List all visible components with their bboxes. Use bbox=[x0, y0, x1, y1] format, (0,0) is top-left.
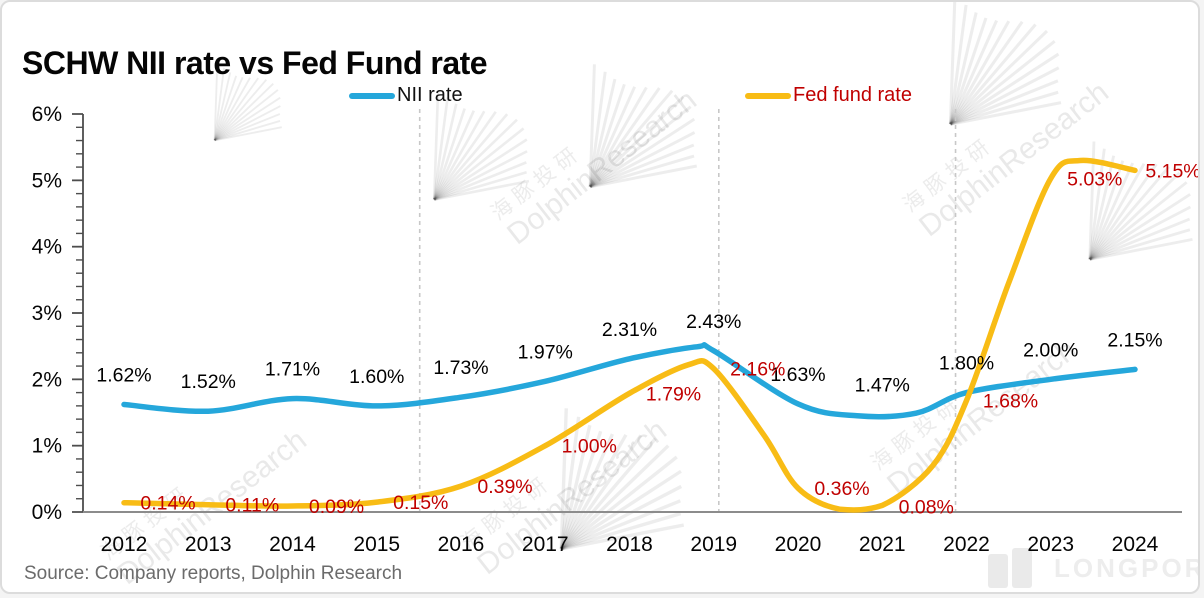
x-tick-label: 2013 bbox=[185, 533, 232, 556]
nii-rate-data-label: 1.80% bbox=[939, 353, 994, 375]
nii-rate-line bbox=[121, 342, 1138, 420]
legend-item-fed-fund-rate: Fed fund rate bbox=[745, 84, 912, 107]
nii-rate-data-label: 2.15% bbox=[1107, 329, 1162, 351]
fed-fund-rate-data-label: 2.16% bbox=[730, 359, 785, 381]
x-tick-label: 2017 bbox=[522, 533, 569, 556]
y-tick-label: 1% bbox=[32, 435, 62, 458]
fed-fund-rate-data-label: 1.68% bbox=[983, 391, 1038, 413]
longport-watermark: LONGPORT bbox=[988, 548, 1198, 588]
x-tick-label: 2018 bbox=[606, 533, 653, 556]
y-tick-label: 3% bbox=[32, 302, 62, 325]
longport-logo-icon bbox=[1012, 548, 1032, 588]
y-tick-label: 6% bbox=[32, 103, 62, 126]
fed-fund-rate-data-label: 0.36% bbox=[814, 478, 869, 500]
chart-title: SCHW NII rate vs Fed Fund rate bbox=[22, 45, 488, 82]
legend-label-nii-rate: NII rate bbox=[397, 84, 463, 106]
fed-fund-rate-data-label: 1.00% bbox=[562, 436, 617, 458]
x-tick-label: 2015 bbox=[353, 533, 400, 556]
x-tick-label: 2016 bbox=[438, 533, 485, 556]
fed-fund-rate-line-icon bbox=[745, 92, 791, 99]
nii-rate-data-label: 1.62% bbox=[96, 365, 151, 387]
fed-fund-rate-data-label: 5.03% bbox=[1067, 168, 1122, 190]
fed-fund-rate-data-label: 0.39% bbox=[477, 476, 532, 498]
y-tick-label: 4% bbox=[32, 236, 62, 259]
nii-rate-data-label: 2.00% bbox=[1023, 339, 1078, 361]
nii-rate-data-label: 1.97% bbox=[518, 341, 573, 363]
longport-logo-icon bbox=[988, 554, 1008, 588]
x-tick-label: 2021 bbox=[859, 533, 906, 556]
y-tick-label: 2% bbox=[32, 368, 62, 391]
fed-fund-rate-data-label: 0.09% bbox=[309, 496, 364, 518]
fed-fund-rate-data-label: 1.79% bbox=[646, 383, 701, 405]
nii-rate-data-label: 1.71% bbox=[265, 359, 320, 381]
x-tick-label: 2024 bbox=[1112, 533, 1159, 556]
fed-fund-rate-data-label: 5.15% bbox=[1145, 160, 1200, 182]
nii-rate-data-label: 1.47% bbox=[855, 374, 910, 396]
fed-fund-rate-data-label: 0.11% bbox=[225, 495, 279, 517]
y-tick-label: 5% bbox=[32, 169, 62, 192]
legend-label-fed-fund-rate: Fed fund rate bbox=[793, 84, 912, 106]
x-tick-label: 2019 bbox=[690, 533, 737, 556]
fed-fund-rate-data-label: 0.14% bbox=[140, 493, 195, 515]
nii-rate-data-label: 1.60% bbox=[349, 366, 404, 388]
x-tick-label: 2012 bbox=[101, 533, 148, 556]
x-tick-label: 2023 bbox=[1027, 533, 1074, 556]
y-tick-label: 0% bbox=[32, 501, 62, 524]
nii-rate-data-label: 1.73% bbox=[433, 357, 488, 379]
nii-rate-data-label: 1.63% bbox=[770, 364, 825, 386]
nii-rate-data-label: 2.31% bbox=[602, 319, 657, 341]
x-tick-label: 2022 bbox=[943, 533, 990, 556]
nii-rate-line-icon bbox=[349, 92, 395, 99]
x-tick-label: 2020 bbox=[775, 533, 822, 556]
x-tick-label: 2014 bbox=[269, 533, 316, 556]
fed-fund-rate-data-label: 0.08% bbox=[899, 497, 954, 519]
nii-rate-data-label: 1.52% bbox=[181, 371, 236, 393]
fed-fund-rate-line bbox=[121, 157, 1138, 513]
longport-logo-text: LONGPORT bbox=[1054, 552, 1198, 583]
source-note: Source: Company reports, Dolphin Researc… bbox=[24, 563, 403, 584]
nii-rate-data-label: 2.43% bbox=[686, 311, 741, 333]
legend-item-nii-rate: NII rate bbox=[349, 84, 463, 107]
fed-fund-rate-data-label: 0.15% bbox=[393, 492, 448, 514]
